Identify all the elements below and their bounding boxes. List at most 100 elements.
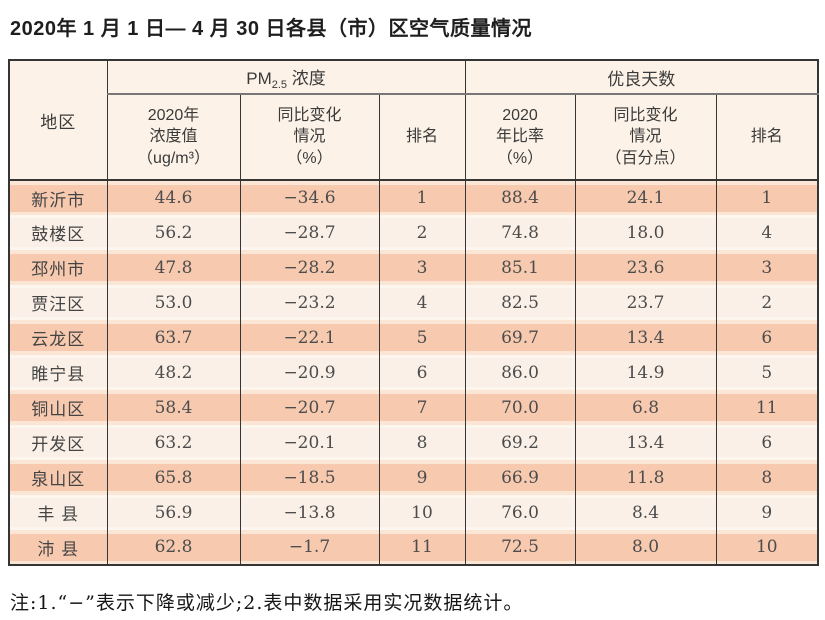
table-body: 新沂市 44.6 −34.6 1 88.4 24.1 1 鼓楼区 56.2 −28.7 2 74.8 1… [8, 180, 819, 565]
table-row: 泉山区 65.8 −18.5 9 66.9 11.8 8 [8, 460, 819, 495]
good-change-cell: 6.8 [574, 390, 717, 425]
pm25-rank-cell: 10 [378, 495, 466, 530]
good-rank-cell: 4 [715, 215, 819, 250]
good-rank-cell: 11 [715, 390, 819, 425]
good-change-cell: 8.4 [574, 495, 717, 530]
good-rate-cell: 86.0 [464, 355, 576, 390]
table-row: 新沂市 44.6 −34.6 1 88.4 24.1 1 [8, 180, 819, 215]
column-header-good-rate: 2020 年比率 （%） [464, 94, 576, 181]
pm25-change-cell: −20.9 [239, 355, 380, 390]
column-group-pm25: PM2.5 浓度 [106, 60, 466, 95]
pm25-value-cell: 56.9 [106, 495, 241, 530]
region-cell: 睢宁县 [8, 355, 108, 390]
good-rate-cell: 72.5 [464, 530, 576, 565]
table-row: 邳州市 47.8 −28.2 3 85.1 23.6 3 [8, 250, 819, 285]
good-rank-cell: 8 [715, 460, 819, 495]
good-change-cell: 23.6 [574, 250, 717, 285]
table-row: 丰 县 56.9 −13.8 10 76.0 8.4 9 [8, 495, 819, 530]
good-rank-cell: 2 [715, 285, 819, 320]
table-row: 睢宁县 48.2 −20.9 6 86.0 14.9 5 [8, 355, 819, 390]
good-rate-cell: 70.0 [464, 390, 576, 425]
good-rate-cell: 88.4 [464, 180, 576, 215]
air-quality-table: 地区 PM2.5 浓度 优良天数 2020年 浓度值 （ug/m³） 同比变化 … [8, 59, 820, 566]
good-rate-cell: 82.5 [464, 285, 576, 320]
region-cell: 邳州市 [8, 250, 108, 285]
footnote: 注:1.“−”表示下降或减少;2.表中数据采用实况数据统计。 [10, 592, 524, 614]
good-change-cell: 13.4 [574, 425, 717, 460]
good-change-cell: 11.8 [574, 460, 717, 495]
pm25-change-cell: −28.7 [239, 215, 380, 250]
pm25-change-cell: −22.1 [239, 320, 380, 355]
pm25-change-cell: −18.5 [239, 460, 380, 495]
pm25-rank-cell: 2 [378, 215, 466, 250]
pm25-value-cell: 65.8 [106, 460, 241, 495]
pm25-value-cell: 63.2 [106, 425, 241, 460]
table-row: 云龙区 63.7 −22.1 5 69.7 13.4 6 [8, 320, 819, 355]
good-change-cell: 14.9 [574, 355, 717, 390]
good-change-cell: 8.0 [574, 530, 717, 565]
good-rank-cell: 6 [715, 425, 819, 460]
good-rate-cell: 69.2 [464, 425, 576, 460]
good-rate-cell: 85.1 [464, 250, 576, 285]
good-rank-cell: 5 [715, 355, 819, 390]
good-rate-cell: 66.9 [464, 460, 576, 495]
header-group-row: 地区 PM2.5 浓度 优良天数 [8, 60, 819, 181]
table-row: 铜山区 58.4 −20.7 7 70.0 6.8 11 [8, 390, 819, 425]
pm25-change-cell: −20.1 [239, 425, 380, 460]
pm25-value-cell: 56.2 [106, 215, 241, 250]
region-cell: 沛 县 [8, 530, 108, 565]
good-change-cell: 23.7 [574, 285, 717, 320]
pm25-value-cell: 62.8 [106, 530, 241, 565]
region-cell: 丰 县 [8, 495, 108, 530]
pm25-value-cell: 48.2 [106, 355, 241, 390]
good-rate-cell: 74.8 [464, 215, 576, 250]
pm25-change-cell: −1.7 [239, 530, 380, 565]
pm25-rank-cell: 3 [378, 250, 466, 285]
good-change-cell: 13.4 [574, 320, 717, 355]
column-header-pm25-value: 2020年 浓度值 （ug/m³） [106, 94, 241, 181]
pm25-rank-cell: 6 [378, 355, 466, 390]
table-row: 鼓楼区 56.2 −28.7 2 74.8 18.0 4 [8, 215, 819, 250]
pm25-change-cell: −23.2 [239, 285, 380, 320]
column-header-pm25-rank: 排名 [378, 94, 466, 181]
table-header: 地区 PM2.5 浓度 优良天数 2020年 浓度值 （ug/m³） 同比变化 … [8, 60, 819, 181]
good-rank-cell: 1 [715, 180, 819, 215]
good-rate-cell: 69.7 [464, 320, 576, 355]
pm25-rank-cell: 11 [378, 530, 466, 565]
pm25-value-cell: 53.0 [106, 285, 241, 320]
region-cell: 云龙区 [8, 320, 108, 355]
region-cell: 铜山区 [8, 390, 108, 425]
good-rank-cell: 10 [715, 530, 819, 565]
pm25-value-cell: 58.4 [106, 390, 241, 425]
header-sub-row: 2020年 浓度值 （ug/m³） 同比变化 情况 （%） 排名 2020 年比… [9, 94, 819, 181]
table-row: 沛 县 62.8 −1.7 11 72.5 8.0 10 [8, 530, 819, 565]
table-row: 开发区 63.2 −20.1 8 69.2 13.4 6 [8, 425, 819, 460]
good-rank-cell: 9 [715, 495, 819, 530]
pm25-change-cell: −20.7 [239, 390, 380, 425]
pm25-change-cell: −13.8 [239, 495, 380, 530]
good-rank-cell: 3 [715, 250, 819, 285]
pm25-value-cell: 44.6 [106, 180, 241, 215]
pm25-value-cell: 47.8 [106, 250, 241, 285]
good-rate-cell: 76.0 [464, 495, 576, 530]
column-group-good-days: 优良天数 [464, 60, 819, 95]
region-cell: 泉山区 [8, 460, 108, 495]
pm25-value-cell: 63.7 [106, 320, 241, 355]
pm25-label-suffix: 浓度 [287, 68, 326, 88]
region-cell: 开发区 [8, 425, 108, 460]
pm25-rank-cell: 5 [378, 320, 466, 355]
region-cell: 新沂市 [8, 180, 108, 215]
good-change-cell: 24.1 [574, 180, 717, 215]
table-row: 贾汪区 53.0 −23.2 4 82.5 23.7 2 [8, 285, 819, 320]
pm25-rank-cell: 4 [378, 285, 466, 320]
good-rank-cell: 6 [715, 320, 819, 355]
column-header-region: 地区 [8, 60, 108, 181]
good-change-cell: 18.0 [574, 215, 717, 250]
pm25-rank-cell: 7 [378, 390, 466, 425]
pm25-label-subscript: 2.5 [271, 78, 288, 91]
region-cell: 鼓楼区 [8, 215, 108, 250]
pm25-change-cell: −28.2 [239, 250, 380, 285]
pm25-rank-cell: 1 [378, 180, 466, 215]
pm25-label-prefix: PM [246, 68, 272, 88]
